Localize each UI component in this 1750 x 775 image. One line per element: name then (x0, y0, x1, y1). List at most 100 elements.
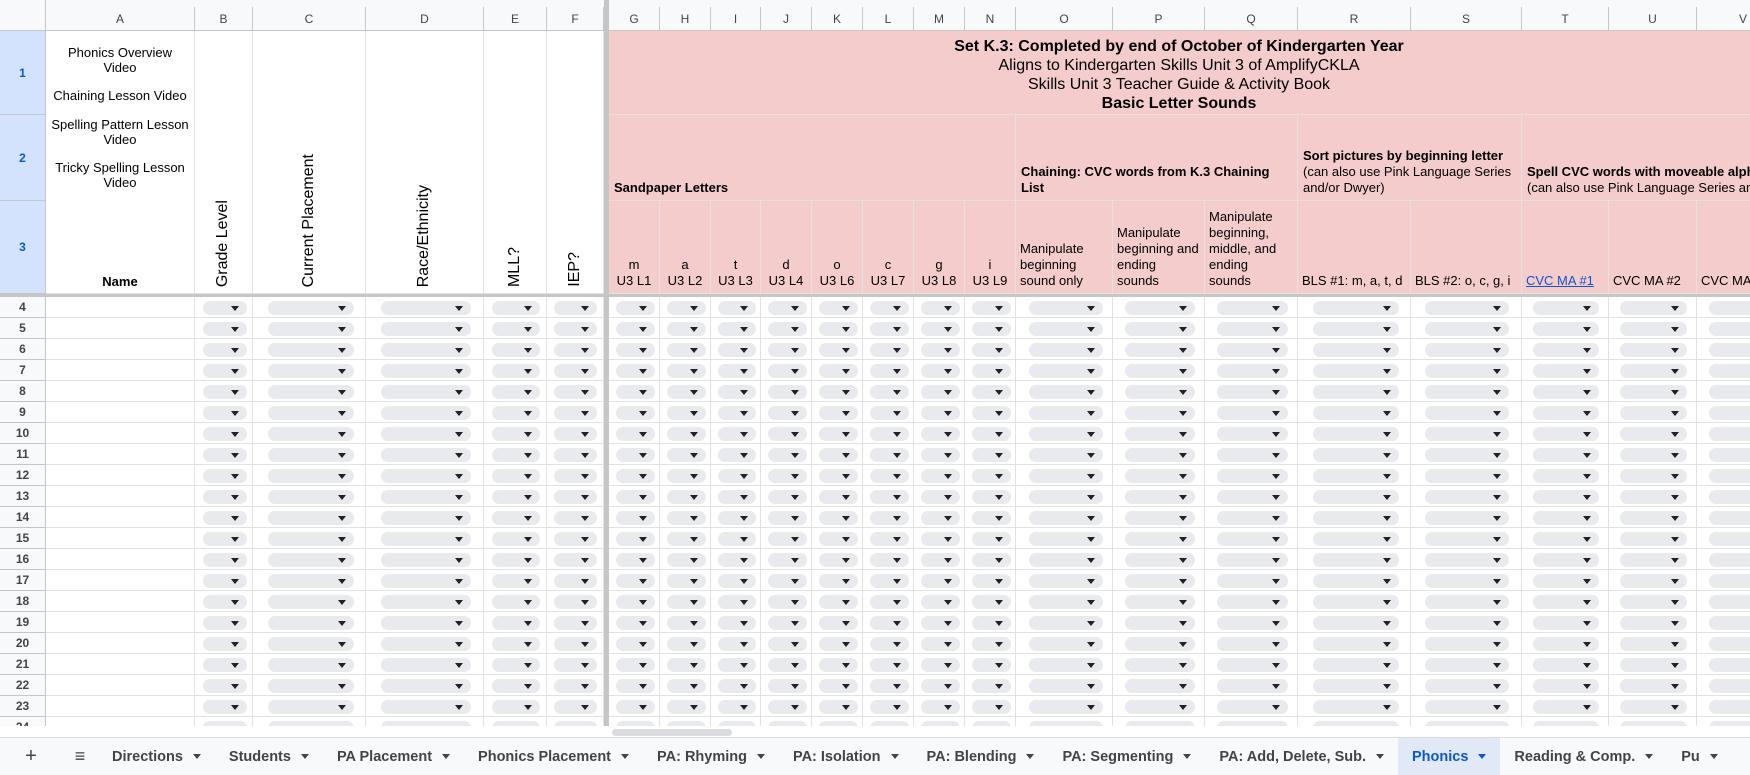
dropdown-chip[interactable] (718, 490, 756, 504)
dropdown-chip[interactable] (921, 553, 960, 567)
dropdown-chip[interactable] (667, 700, 706, 714)
dropdown-chip[interactable] (554, 469, 597, 483)
dropdown-chip[interactable] (554, 364, 597, 378)
dropdown-chip[interactable] (768, 427, 807, 441)
dropdown-chip[interactable] (1313, 511, 1399, 525)
dropdown-chip[interactable] (819, 616, 858, 630)
dropdown-chip[interactable] (667, 343, 706, 357)
dropdown-chip[interactable] (1709, 511, 1750, 525)
dropdown-chip[interactable] (768, 532, 807, 546)
dropdown-chip[interactable] (1425, 700, 1509, 714)
dropdown-chip[interactable] (1029, 574, 1103, 588)
dropdown-chip[interactable] (1620, 301, 1687, 315)
dropdown-chip[interactable] (718, 637, 756, 651)
dropdown-chip[interactable] (1217, 616, 1288, 630)
dropdown-chip[interactable] (1709, 637, 1750, 651)
sheet-tab[interactable]: Phonics (1398, 738, 1501, 775)
dropdown-chip[interactable] (381, 301, 471, 315)
dropdown-chip[interactable] (667, 658, 706, 672)
dropdown-chip[interactable] (718, 511, 756, 525)
dropdown-chip[interactable] (616, 658, 655, 672)
dropdown-chip[interactable] (1029, 448, 1103, 462)
dropdown-chip[interactable] (972, 301, 1011, 315)
dropdown-chip[interactable] (1029, 700, 1103, 714)
dropdown-chip[interactable] (921, 532, 960, 546)
dropdown-chip[interactable] (1709, 616, 1750, 630)
dropdown-chip[interactable] (203, 553, 247, 567)
dropdown-chip[interactable] (1620, 406, 1687, 420)
dropdown-chip[interactable] (1709, 574, 1750, 588)
dropdown-chip[interactable] (492, 511, 540, 525)
dropdown-chip[interactable] (1217, 721, 1288, 726)
dropdown-chip[interactable] (718, 616, 756, 630)
dropdown-chip[interactable] (870, 637, 909, 651)
dropdown-chip[interactable] (768, 637, 807, 651)
dropdown-chip[interactable] (768, 469, 807, 483)
dropdown-chip[interactable] (268, 532, 354, 546)
dropdown-chip[interactable] (492, 532, 540, 546)
dropdown-chip[interactable] (268, 595, 354, 609)
dropdown-chip[interactable] (1709, 364, 1750, 378)
dropdown-chip[interactable] (768, 595, 807, 609)
dropdown-chip[interactable] (1533, 322, 1599, 336)
dropdown-chip[interactable] (972, 511, 1011, 525)
dropdown-chip[interactable] (1313, 301, 1399, 315)
dropdown-chip[interactable] (667, 679, 706, 693)
dropdown-chip[interactable] (1620, 679, 1687, 693)
video-link[interactable]: Chaining Lesson Video (53, 88, 187, 103)
dropdown-chip[interactable] (381, 574, 471, 588)
dropdown-chip[interactable] (1533, 532, 1599, 546)
dropdown-chip[interactable] (268, 469, 354, 483)
dropdown-chip[interactable] (921, 574, 960, 588)
dropdown-chip[interactable] (268, 658, 354, 672)
dropdown-chip[interactable] (1313, 490, 1399, 504)
dropdown-chip[interactable] (1029, 364, 1103, 378)
dropdown-chip[interactable] (1620, 469, 1687, 483)
dropdown-chip[interactable] (381, 658, 471, 672)
dropdown-chip[interactable] (870, 679, 909, 693)
dropdown-chip[interactable] (1533, 637, 1599, 651)
dropdown-chip[interactable] (616, 574, 655, 588)
dropdown-chip[interactable] (1217, 490, 1288, 504)
dropdown-chip[interactable] (268, 406, 354, 420)
dropdown-chip[interactable] (1425, 595, 1509, 609)
dropdown-chip[interactable] (1217, 406, 1288, 420)
dropdown-chip[interactable] (921, 301, 960, 315)
dropdown-chip[interactable] (203, 490, 247, 504)
dropdown-chip[interactable] (870, 322, 909, 336)
dropdown-chip[interactable] (268, 448, 354, 462)
dropdown-chip[interactable] (819, 490, 858, 504)
dropdown-chip[interactable] (1709, 301, 1750, 315)
dropdown-chip[interactable] (1313, 700, 1399, 714)
dropdown-chip[interactable] (1313, 595, 1399, 609)
dropdown-chip[interactable] (819, 406, 858, 420)
dropdown-chip[interactable] (972, 448, 1011, 462)
dropdown-chip[interactable] (1029, 385, 1103, 399)
dropdown-chip[interactable] (1533, 406, 1599, 420)
dropdown-chip[interactable] (667, 616, 706, 630)
dropdown-chip[interactable] (1425, 343, 1509, 357)
dropdown-chip[interactable] (819, 448, 858, 462)
dropdown-chip[interactable] (1425, 301, 1509, 315)
dropdown-chip[interactable] (1709, 532, 1750, 546)
dropdown-chip[interactable] (819, 532, 858, 546)
dropdown-chip[interactable] (1125, 469, 1195, 483)
dropdown-chip[interactable] (718, 553, 756, 567)
dropdown-chip[interactable] (203, 448, 247, 462)
dropdown-chip[interactable] (381, 595, 471, 609)
dropdown-chip[interactable] (870, 427, 909, 441)
dropdown-chip[interactable] (203, 322, 247, 336)
dropdown-chip[interactable] (870, 490, 909, 504)
dropdown-chip[interactable] (768, 406, 807, 420)
dropdown-chip[interactable] (1029, 322, 1103, 336)
dropdown-chip[interactable] (1125, 553, 1195, 567)
dropdown-chip[interactable] (667, 532, 706, 546)
dropdown-chip[interactable] (1709, 595, 1750, 609)
dropdown-chip[interactable] (1029, 301, 1103, 315)
dropdown-chip[interactable] (1313, 679, 1399, 693)
dropdown-chip[interactable] (203, 343, 247, 357)
dropdown-chip[interactable] (1709, 721, 1750, 726)
dropdown-chip[interactable] (1620, 616, 1687, 630)
dropdown-chip[interactable] (1425, 721, 1509, 726)
dropdown-chip[interactable] (268, 427, 354, 441)
